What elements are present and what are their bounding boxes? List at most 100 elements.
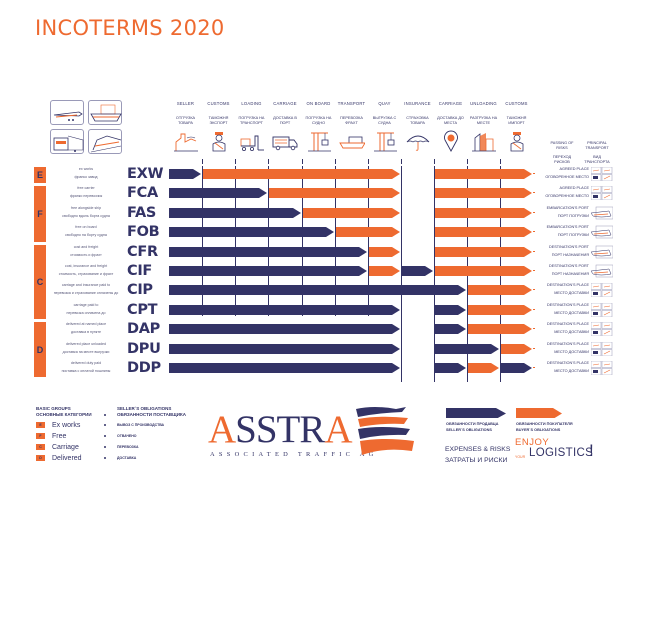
transport-modes-logo (50, 100, 122, 154)
term-description-ru: перевозка оплачена до (66, 310, 106, 315)
term-description-ru: свободно вдоль борта судна (62, 213, 110, 218)
column-divider (202, 166, 203, 316)
legend-obligation: ОТВАЧЕНО (117, 434, 137, 438)
column-tick (434, 159, 435, 164)
term-description: free carrier франко перевозчик (50, 184, 122, 200)
risk-point-en: DESTINATION'S PORT (548, 264, 589, 268)
legend-groups-header: BASIC GROUPS ОСНОВНЫЕ КАТЕГОРИИ (36, 406, 92, 418)
buyer-obligation-bar (468, 363, 499, 373)
multimodal-transport-icon (591, 361, 613, 375)
column-header-transport: TRANSPORT ПЕРЕВОЗКА ФРАХТ (335, 101, 368, 157)
term-description-ru: франко перевозчик (69, 194, 103, 199)
risk-point-ru: МЕСТО ДОСТАВКИ (554, 349, 589, 354)
buyer-obligation-bar (435, 188, 532, 199)
seller-obligation-bar (169, 324, 400, 335)
column-label-en: QUAY (378, 101, 391, 106)
train-icon (88, 129, 122, 154)
forklift-icon (240, 135, 264, 151)
term-description: ex works франко завод (50, 165, 122, 181)
legend-obligation: ДОСТАВКА (117, 456, 137, 460)
term-description: free alongside ship свободно вдоль борта … (50, 204, 122, 220)
logo-letter-a: A (208, 408, 236, 451)
term-description-en: delivered at named place (65, 322, 107, 327)
column-tick (235, 159, 236, 164)
risk-marker (533, 270, 535, 271)
column-label-ru: ДОСТАВКА ДО МЕСТА (437, 116, 464, 125)
column-header-customs: CUSTOMS ТАМОЖНЯ ЭКСПОРТ (202, 101, 235, 157)
term-description-ru: перевозка и страхование оплачены до (53, 291, 119, 296)
term-code: DDP (127, 360, 161, 376)
crane-icon (373, 132, 397, 152)
seller-obligation-bar (169, 266, 367, 276)
term-description: carriage and insurance paid to перевозка … (50, 281, 122, 297)
risk-point-ru: МЕСТО ДОСТАВКИ (554, 310, 589, 315)
term-description: delivered duty paid поставка с оплатой по… (50, 359, 122, 375)
risk-marker (533, 347, 535, 349)
enjoy-text: ENJOY (515, 437, 550, 448)
term-code: EXW (127, 166, 164, 182)
legend-label: Ex works (52, 421, 81, 429)
risk-point-ru: ПОРТ ПОГРУЗКИ (557, 213, 589, 218)
column-header-customs: CUSTOMS ТАМОЖНЯ ИМПОРТ (500, 101, 533, 157)
sea-transport-icon (591, 225, 613, 239)
seller-obligation-bar (169, 188, 267, 199)
seller-obligations-arrow (446, 408, 506, 418)
bullet-dot (104, 414, 106, 416)
term-description: cost and freight стоимость и фрахт (50, 243, 122, 259)
buyer-obligation-bar (468, 285, 532, 296)
risk-marker (533, 328, 535, 330)
buyer-obligations-caption: ОБЯЗАННОСТИ ПОКУПАТЕЛЯ BUYER`S OBLIGATIO… (516, 421, 573, 433)
risk-point-en: DESTINATION'S PLACE (546, 361, 589, 365)
column-header-carriage: CARRIAGE ДОСТАВКА В ПОРТ (269, 101, 302, 157)
principal-transport-ru: ВИД ТРАНСПОРТА (584, 155, 610, 164)
column-label-ru: ПОГРУЗКА НА СУДНО (305, 116, 332, 125)
exclamation-text: ! (589, 441, 594, 460)
column-divider (235, 166, 236, 316)
buyer-obligation-bar (435, 169, 532, 179)
column-header-carriage: CARRIAGE ДОСТАВКА ДО МЕСТА (434, 101, 467, 157)
group-letter: C (36, 276, 44, 287)
legend-obligations-header: SELLER`S OBLIGATIONS ОБЯЗАННОСТИ ПОСТАВЩ… (117, 406, 186, 418)
passing-of-risks: DESTINATION'S PLACE МЕСТО ДОСТАВКИ (537, 340, 589, 356)
term-description-en: ex works (78, 167, 94, 171)
term-code: DPU (127, 340, 161, 357)
risk-point-ru: МЕСТО ДОСТАВКИ (554, 330, 589, 335)
airplane-icon (50, 100, 84, 125)
column-label-ru: ПЕРЕВОЗКА ФРАХТ (340, 116, 363, 125)
logo-letters: SSTR (235, 408, 325, 451)
column-divider (368, 166, 369, 316)
buyer-obligation-bar (336, 227, 400, 238)
risk-point-en: DESTINATION'S PLACE (546, 283, 589, 288)
multimodal-transport-icon (591, 283, 613, 298)
multimodal-transport-icon (591, 167, 613, 181)
legend-label: Free (52, 432, 67, 440)
passing-of-risks: EMBARCATION'S PORT ПОРТ ПОГРУЗКИ (537, 204, 589, 220)
column-label-en: CUSTOMS (505, 101, 528, 106)
legend-label: Delivered (52, 454, 82, 462)
term-code: CPT (127, 301, 158, 318)
column-label-ru: ДОСТАВКА В ПОРТ (273, 116, 297, 125)
legend-obligations-en: SELLER`S OBLIGATIONS (117, 406, 172, 411)
buyer-obligation-bar (501, 343, 532, 354)
column-divider (302, 166, 303, 316)
column-tick (467, 159, 468, 164)
column-header-seller: SELLER ОТГРУЗКА ТОВАРА (169, 101, 202, 157)
term-description: delivered at named place доставка в пункт… (50, 320, 122, 336)
term-description-en: free on board (75, 225, 97, 230)
group-letter: D (36, 344, 44, 355)
seller-obligation-bar (169, 343, 400, 354)
column-tick (268, 159, 269, 164)
seller-obligations-caption: ОБЯЗАННОСТИ ПРОДАВЦА SELLER`S OBLIGATION… (446, 421, 498, 433)
seller-obligations-ru: ОБЯЗАННОСТИ ПРОДАВЦА (446, 422, 499, 426)
legend-swatch: D (36, 455, 45, 461)
legend-swatch: E (36, 422, 45, 428)
risk-point-en: DESTINATION'S PLACE (546, 322, 589, 327)
term-description-ru: стоимость и фрахт (70, 252, 102, 257)
term-code: CFR (127, 243, 158, 260)
passing-of-risks-ru: ПЕРЕХОД РИСКОВ (552, 155, 572, 164)
legend-label: Carriage (52, 443, 79, 451)
buyer-obligation-bar (435, 246, 532, 257)
location-pin-icon (443, 130, 458, 152)
seller-obligation-bar (169, 169, 201, 179)
legend-swatch: C (36, 444, 45, 450)
